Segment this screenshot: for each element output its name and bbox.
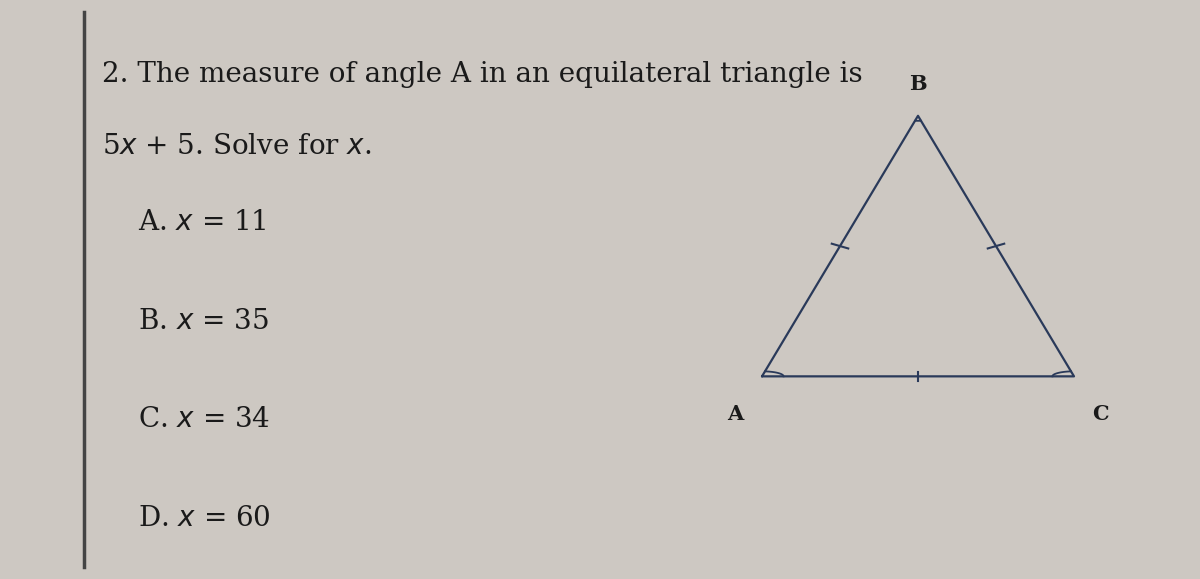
- Text: 5$x$ + 5. Solve for $x$.: 5$x$ + 5. Solve for $x$.: [102, 133, 372, 160]
- Text: 2. The measure of angle A in an equilateral triangle is: 2. The measure of angle A in an equilate…: [102, 61, 863, 88]
- Text: B. $x$ = 35: B. $x$ = 35: [138, 308, 269, 335]
- Text: A: A: [727, 404, 744, 424]
- Text: B: B: [910, 74, 926, 94]
- Text: C: C: [1092, 404, 1109, 424]
- Text: A. $x$ = 11: A. $x$ = 11: [138, 210, 266, 236]
- Text: C. $x$ = 34: C. $x$ = 34: [138, 406, 270, 433]
- Text: D. $x$ = 60: D. $x$ = 60: [138, 505, 271, 532]
